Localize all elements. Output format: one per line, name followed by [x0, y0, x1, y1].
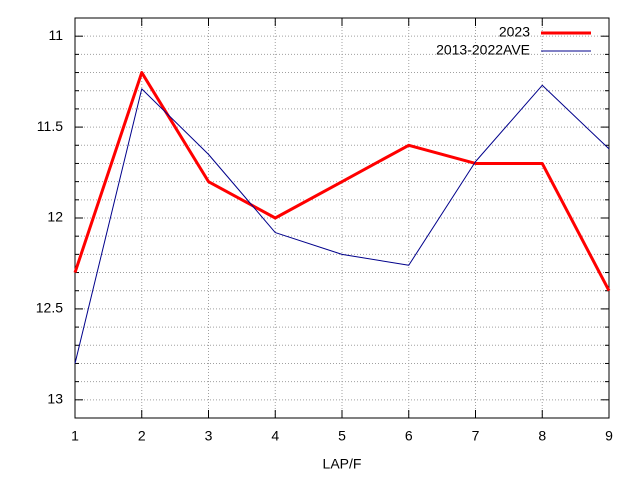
x-tick-label: 1 — [71, 428, 79, 444]
legend-label: 2013-2022AVE — [436, 42, 530, 58]
x-tick-label: 4 — [271, 428, 279, 444]
x-tick-label: 2 — [138, 428, 146, 444]
y-tick-label: 11 — [48, 27, 63, 43]
x-tick-label: 8 — [538, 428, 546, 444]
y-tick-label: 11.5 — [37, 118, 63, 134]
x-tick-label: 7 — [472, 428, 480, 444]
y-tick-label: 13 — [47, 391, 63, 407]
x-axis-label: LAP/F — [323, 456, 362, 472]
legend-label: 2023 — [499, 24, 530, 40]
x-tick-label: 5 — [338, 428, 346, 444]
series-line — [74, 84, 610, 364]
x-tick-label: 9 — [605, 428, 613, 444]
series-line — [73, 71, 611, 292]
y-tick-label: 12 — [47, 209, 63, 225]
plot-frame — [74, 17, 610, 419]
y-tick-label: 12.5 — [36, 300, 63, 316]
x-tick-label: 3 — [205, 428, 213, 444]
x-tick-label: 6 — [405, 428, 413, 444]
